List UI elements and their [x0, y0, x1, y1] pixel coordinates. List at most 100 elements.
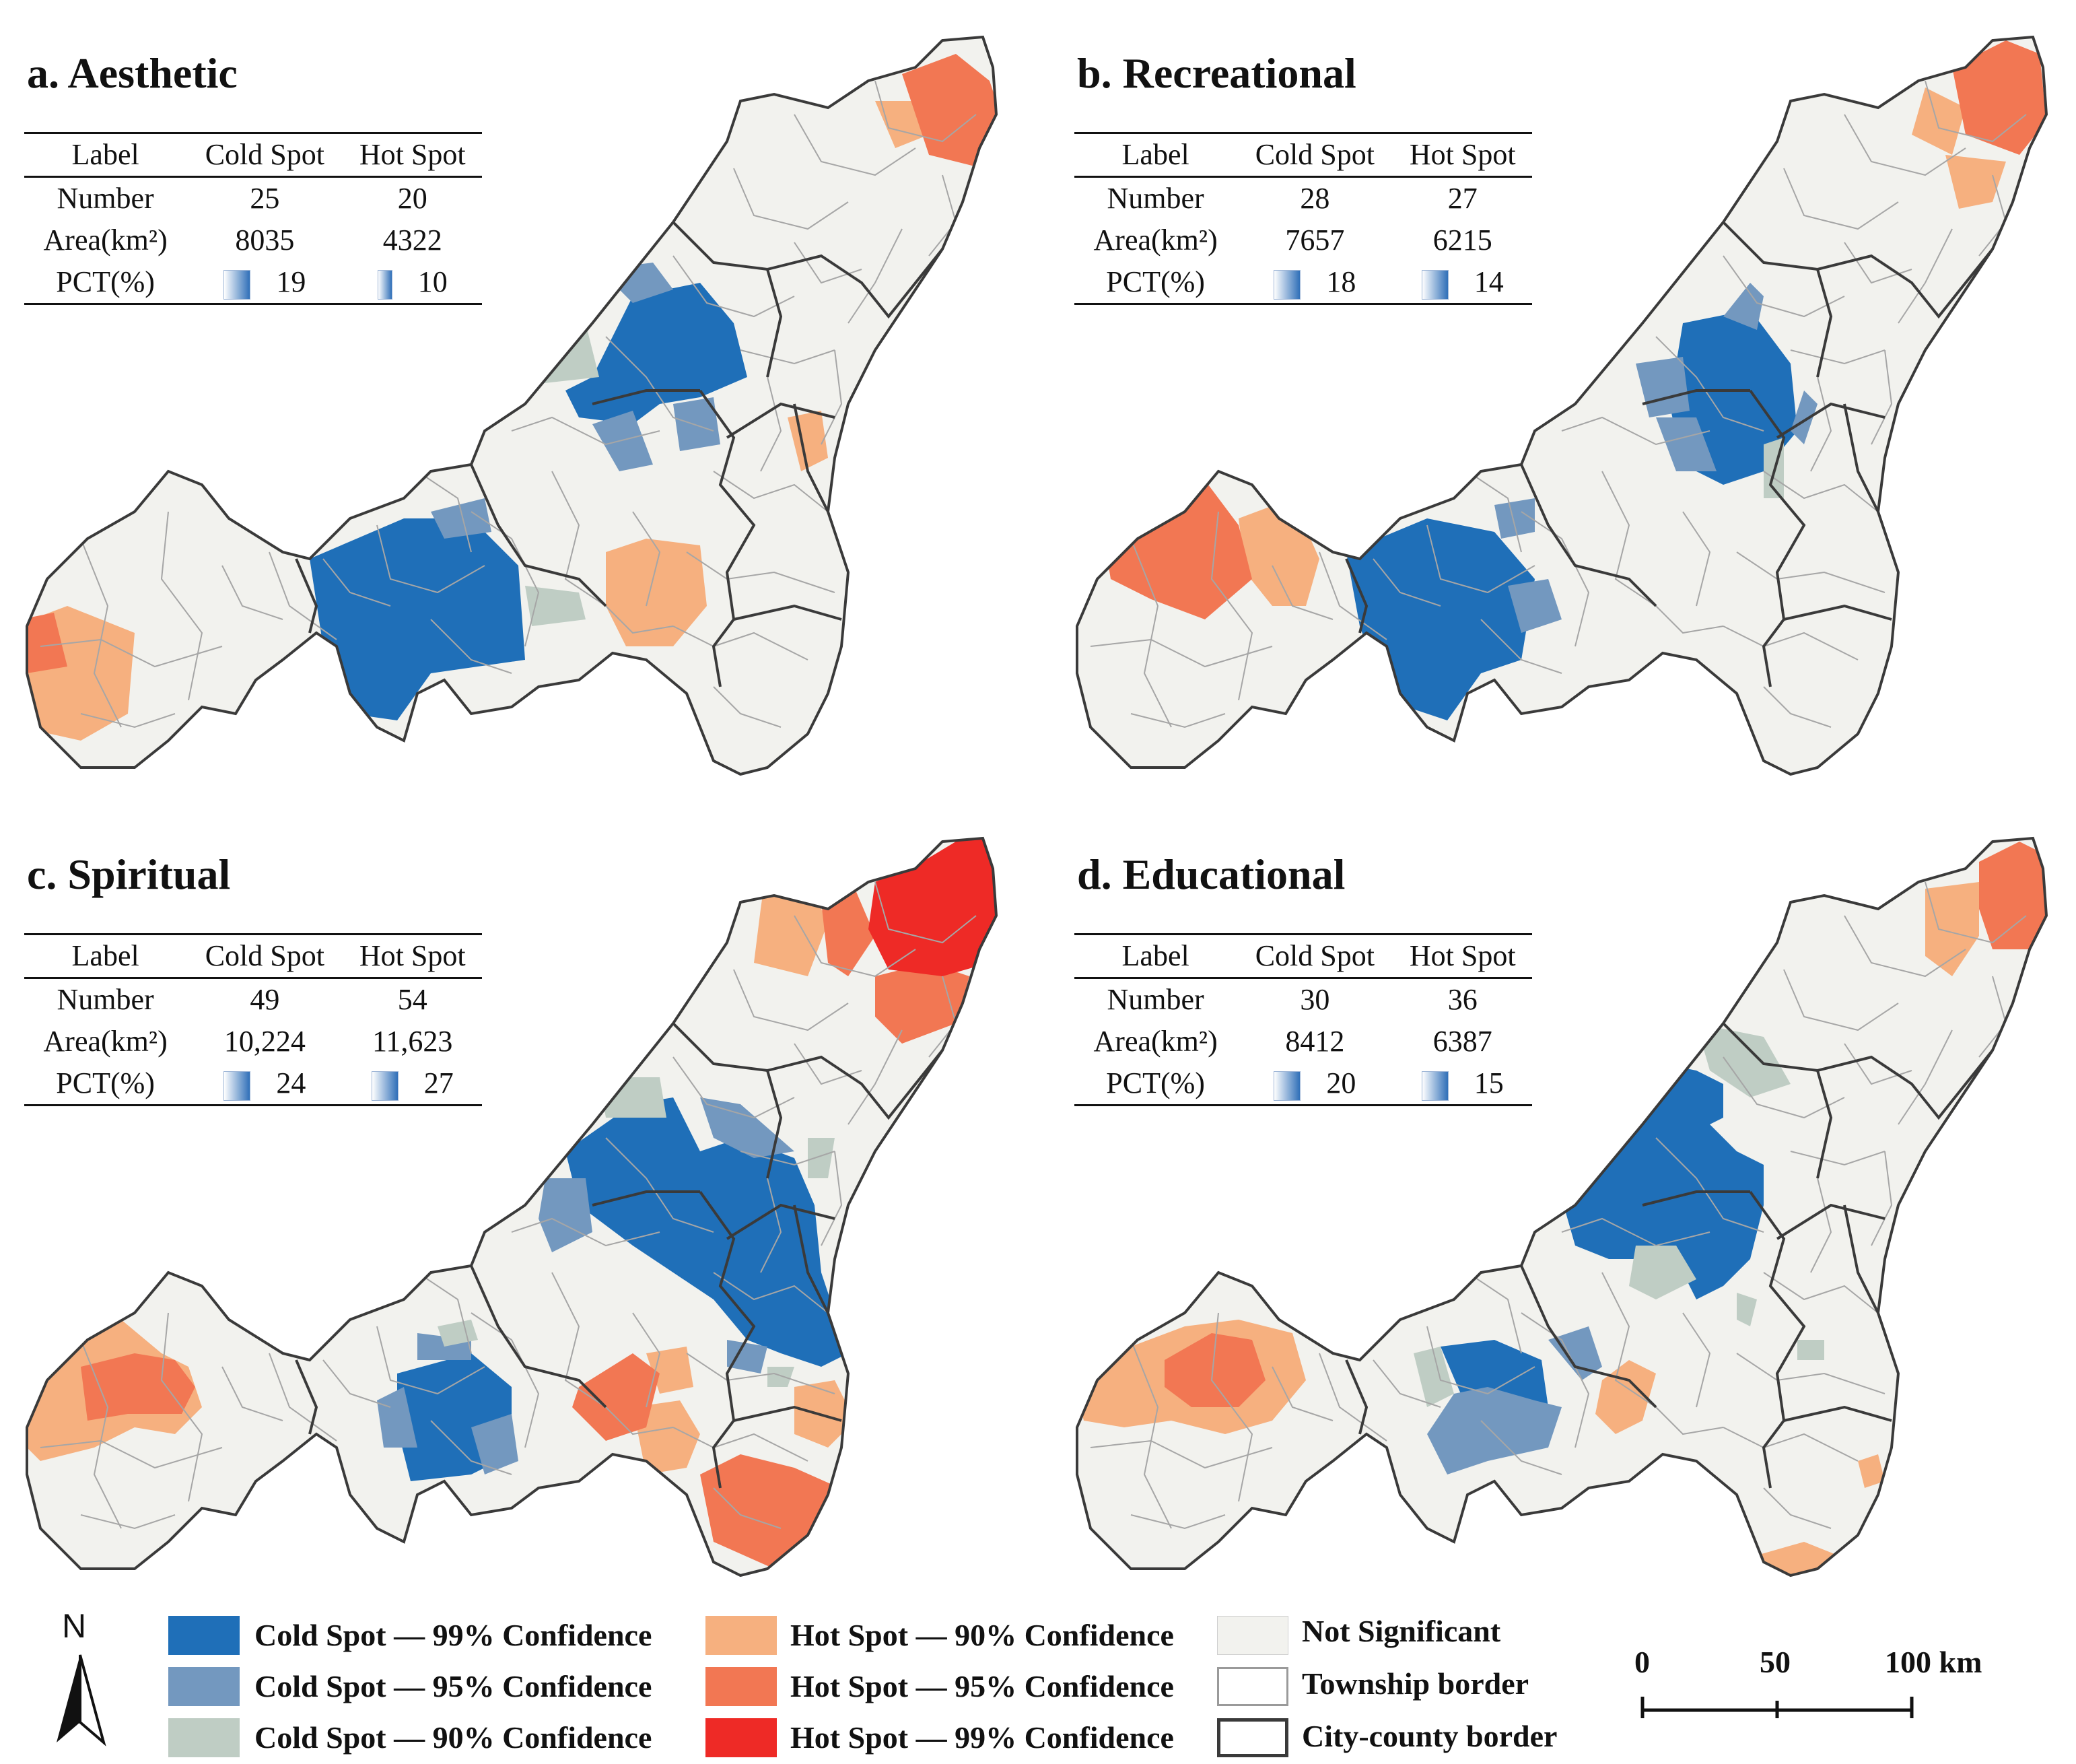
- col-hot: Hot Spot: [343, 133, 482, 178]
- zone-cold95: [1723, 283, 1764, 330]
- panel-title: c. Spiritual: [27, 850, 231, 898]
- zone-cold90: [1414, 1347, 1454, 1407]
- legend-cold90: Cold Spot — 90% Confidence: [254, 1720, 652, 1755]
- zone-cold95: [1656, 417, 1717, 471]
- stats-row-number: Number 49 54: [24, 978, 482, 1021]
- cold-value: 30: [1300, 983, 1330, 1016]
- hot-value: 10: [417, 265, 448, 298]
- cold-value: 10,224: [223, 1025, 306, 1058]
- zone-cold99: [565, 1097, 848, 1367]
- legend-city-county-border: City-county border: [1302, 1719, 1558, 1753]
- row-label: Number: [57, 983, 154, 1016]
- zone-hot90: [1979, 586, 2006, 626]
- hot-value: 15: [1474, 1066, 1504, 1099]
- zone-cold90: [1737, 1293, 1757, 1326]
- stats-row-number: Number 25 20: [24, 177, 482, 220]
- zone-hot90: [1905, 1373, 1932, 1407]
- stats-row-pct: PCT(%) 20 15: [1074, 1062, 1532, 1106]
- col-label: Label: [1074, 934, 1237, 979]
- zone-hot95: [1979, 842, 2046, 949]
- col-cold: Cold Spot: [1237, 934, 1393, 979]
- stats-table: Label Cold Spot Hot Spot Number 30 36 Ar…: [1074, 933, 1532, 1106]
- zone-cold90: [512, 316, 599, 384]
- pct-gradient-icon: [1421, 1071, 1449, 1101]
- stats-header-row: Label Cold Spot Hot Spot: [1074, 133, 1532, 178]
- legend-cold95: Cold Spot — 95% Confidence: [254, 1669, 652, 1703]
- hot-value: 14: [1474, 265, 1504, 298]
- pct-gradient-icon: [377, 269, 392, 300]
- hot-value: 20: [397, 182, 427, 215]
- north-label: N: [62, 1607, 87, 1645]
- row-label: Number: [1107, 983, 1204, 1016]
- swatch-cold99: [168, 1616, 240, 1655]
- zone-hot90: [1925, 882, 1979, 976]
- stats-row-area: Area(km²) 8035 4322: [24, 219, 482, 261]
- row-label: PCT(%): [56, 265, 155, 298]
- swatch-cold90: [168, 1718, 240, 1757]
- swatch-hot95: [705, 1667, 777, 1706]
- zone-cold95: [1494, 498, 1535, 539]
- stats-row-area: Area(km²) 7657 6215: [1074, 219, 1532, 261]
- zone-hot90: [1912, 88, 1966, 155]
- swatch-cold95: [168, 1667, 240, 1706]
- row-label: Area(km²): [1093, 1025, 1218, 1058]
- stats-table: Label Cold Spot Hot Spot Number 25 20 Ar…: [24, 132, 482, 305]
- hot-value: 6215: [1432, 224, 1492, 257]
- cold-value: 18: [1326, 265, 1356, 298]
- scale-tick-100: 100 km: [1885, 1645, 1982, 1679]
- stats-table: Label Cold Spot Hot Spot Number 28 27 Ar…: [1074, 132, 1532, 305]
- zone-cold90: [599, 1077, 666, 1118]
- col-label: Label: [24, 934, 187, 979]
- hot-value: 4322: [382, 224, 442, 257]
- scale-tick-50: 50: [1760, 1645, 1791, 1679]
- row-label: PCT(%): [1106, 1066, 1205, 1099]
- zone-hot95: [875, 963, 969, 1044]
- hotspot-map-spiritual: [26, 837, 998, 1577]
- hot-value: 36: [1447, 983, 1478, 1016]
- stats-table: Label Cold Spot Hot Spot Number 49 54 Ar…: [24, 933, 482, 1106]
- swatch-city-county-border: [1217, 1718, 1288, 1757]
- zone-hot90: [1945, 155, 2006, 209]
- col-hot: Hot Spot: [343, 934, 482, 979]
- stats-header-row: Label Cold Spot Hot Spot: [24, 934, 482, 979]
- north-arrow-icon: [57, 1654, 106, 1746]
- stats-row-number: Number 28 27: [1074, 177, 1532, 220]
- zone-cold90: [1629, 1246, 1696, 1299]
- col-label: Label: [1074, 133, 1237, 178]
- row-label: Number: [1107, 182, 1204, 215]
- legend-township-border: Township border: [1302, 1666, 1529, 1701]
- stats-header-row: Label Cold Spot Hot Spot: [1074, 934, 1532, 979]
- pct-gradient-icon: [1274, 269, 1301, 300]
- zone-cold99: [565, 283, 747, 424]
- stats-row-number: Number 30 36: [1074, 978, 1532, 1021]
- zone-cold95: [431, 498, 491, 539]
- zone-cold95: [700, 1097, 794, 1158]
- zone-cold90: [525, 586, 586, 626]
- panel-spiritual: c. Spiritual Label Cold Spot Hot Spot Nu…: [0, 801, 1037, 1596]
- legend-hot90: Hot Spot — 90% Confidence: [790, 1618, 1174, 1652]
- swatch-township-border: [1217, 1667, 1288, 1706]
- zone-cold95: [592, 411, 653, 471]
- zone-hot90: [1918, 572, 1959, 626]
- row-label: Number: [57, 182, 154, 215]
- zone-cold90: [808, 1138, 835, 1178]
- col-label: Label: [24, 133, 187, 178]
- col-hot: Hot Spot: [1393, 133, 1532, 178]
- panel-title: a. Aesthetic: [27, 49, 238, 97]
- cold-value: 7657: [1285, 224, 1345, 257]
- panel-recreational: b. Recreational Label Cold Spot Hot Spot…: [1050, 0, 2076, 794]
- legend-hot99: Hot Spot — 99% Confidence: [790, 1720, 1174, 1755]
- zone-hot95: [27, 613, 67, 673]
- zone-cold95: [673, 397, 720, 451]
- zone-cold95: [1427, 1387, 1562, 1474]
- pct-gradient-icon: [223, 1071, 251, 1101]
- pct-gradient-icon: [1421, 269, 1449, 300]
- hotspot-map-educational: [1076, 837, 2048, 1577]
- zone-hot90: [1858, 1454, 1885, 1488]
- hotspot-map-aesthetic: [26, 36, 998, 776]
- swatch-hot99: [705, 1718, 777, 1757]
- hot-value: 6387: [1432, 1025, 1492, 1058]
- zone-hot90: [633, 1400, 700, 1474]
- zone-cold99: [310, 518, 525, 720]
- zone-cold95: [727, 1340, 767, 1373]
